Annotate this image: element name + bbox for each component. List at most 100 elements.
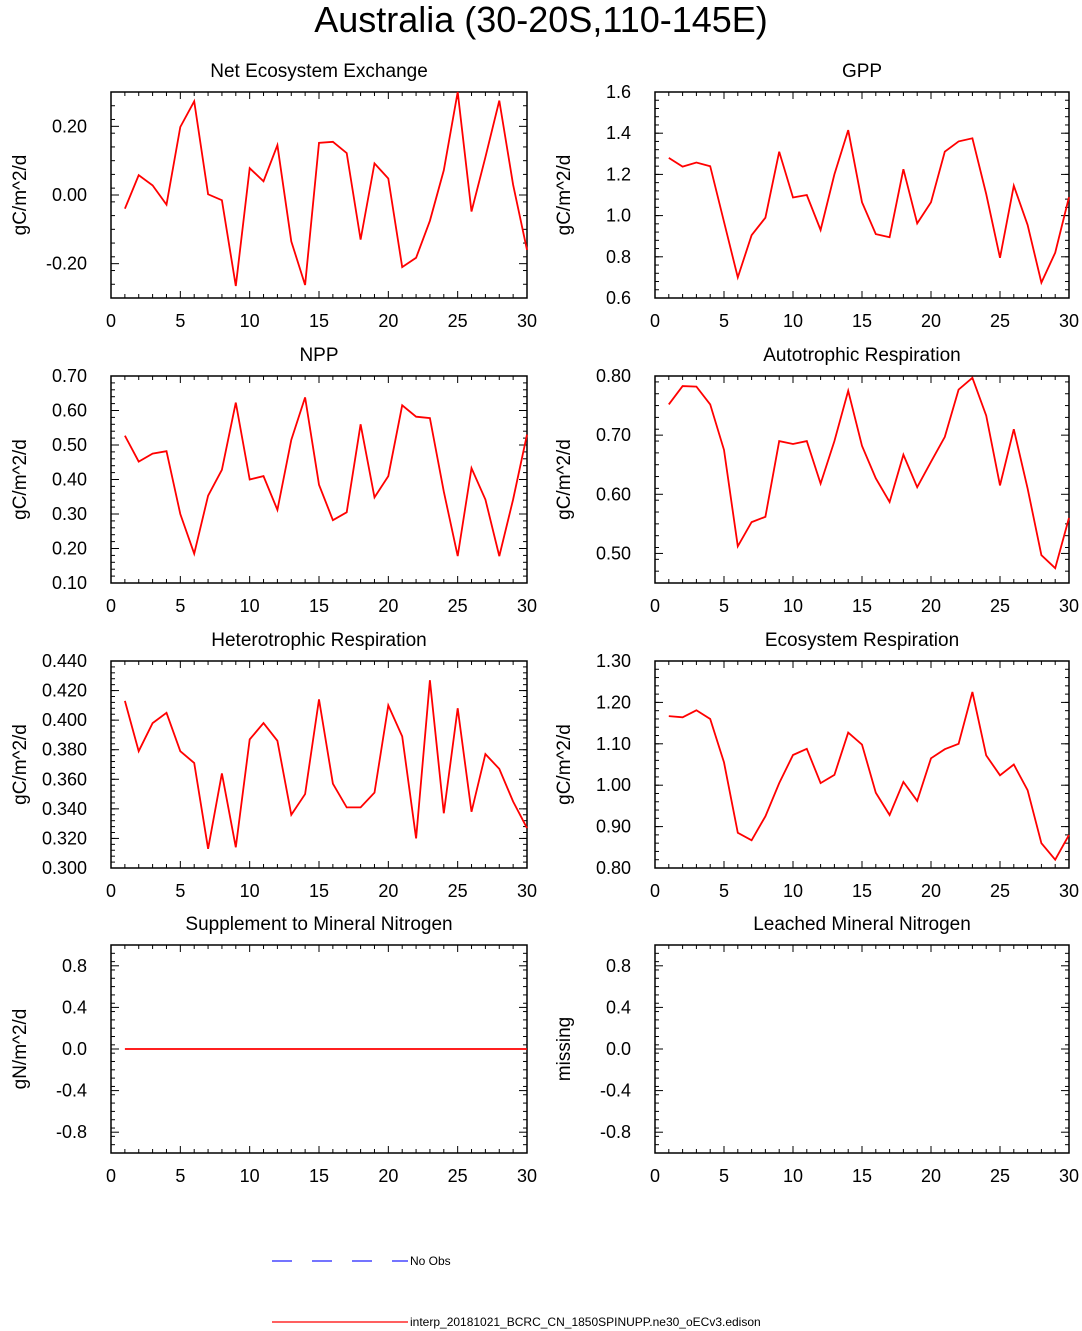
panel-title: Autotrophic Respiration <box>763 345 961 366</box>
x-tick-label: 30 <box>1059 596 1079 616</box>
y-axis-label: gC/m^2/d <box>554 155 575 236</box>
y-axis-label: gC/m^2/d <box>10 155 31 236</box>
x-tick-label: 25 <box>448 311 468 331</box>
x-tick-label: 25 <box>990 1166 1010 1186</box>
y-tick-label: 0.320 <box>42 828 87 848</box>
y-tick-label: 0.0 <box>62 1039 87 1059</box>
series-line <box>668 691 1070 862</box>
x-tick-label: 0 <box>650 596 660 616</box>
y-axis-label: gC/m^2/d <box>554 439 575 520</box>
x-tick-label: 15 <box>852 1166 872 1186</box>
x-tick-label: 10 <box>240 881 260 901</box>
y-tick-label: -0.20 <box>46 254 87 274</box>
x-tick-label: 30 <box>517 596 537 616</box>
y-tick-label: 0.20 <box>52 116 87 136</box>
y-tick-label: 0.50 <box>52 435 87 455</box>
series-line <box>124 91 528 287</box>
plot-frame <box>654 375 1070 584</box>
figure-title: Australia (30-20S,110-145E) <box>314 0 768 40</box>
x-tick-label: 10 <box>783 311 803 331</box>
panel-title: Supplement to Mineral Nitrogen <box>185 914 452 935</box>
y-tick-label: 0.60 <box>52 401 87 421</box>
x-tick-label: 20 <box>921 596 941 616</box>
y-tick-label: 1.10 <box>596 734 631 754</box>
y-tick-label: 0.400 <box>42 710 87 730</box>
x-tick-label: 20 <box>921 1166 941 1186</box>
x-tick-label: 10 <box>240 311 260 331</box>
y-axis-label: gN/m^2/d <box>10 1009 31 1090</box>
y-tick-label: 0.40 <box>52 470 87 490</box>
panel-title: GPP <box>842 61 882 82</box>
y-tick-label: 1.00 <box>596 775 631 795</box>
y-tick-label: 0.360 <box>42 769 87 789</box>
series-line <box>124 680 528 849</box>
y-axis-label: gC/m^2/d <box>10 439 31 520</box>
x-tick-label: 15 <box>309 881 329 901</box>
y-tick-label: 0.30 <box>52 504 87 524</box>
x-tick-label: 10 <box>240 596 260 616</box>
panel-1: Net Ecosystem Exchange gC/m^2/d 0 5 10 15 20 25… <box>10 61 537 331</box>
plot-frame <box>110 91 528 299</box>
y-tick-label: 0.4 <box>62 997 87 1017</box>
y-tick-label: 0.8 <box>606 956 631 976</box>
y-tick-label: 1.20 <box>596 692 631 712</box>
y-tick-label: 1.0 <box>606 206 631 226</box>
x-tick-label: 5 <box>719 311 729 331</box>
panel-title: NPP <box>299 345 338 366</box>
y-tick-label: 0.70 <box>596 425 631 445</box>
x-tick-label: 20 <box>921 311 941 331</box>
panel-3: NPP gC/m^2/d 0 5 10 15 20 25 30 0.10 0.20 0.30 0.40 0… <box>10 345 537 616</box>
panel-title: Net Ecosystem Exchange <box>210 61 428 82</box>
y-tick-label: 0.4 <box>606 997 631 1017</box>
x-tick-label: 30 <box>1059 881 1079 901</box>
panel-8: Leached Mineral Nitrogen missing 0 5 10 15 20 2… <box>554 914 1079 1186</box>
x-tick-label: 30 <box>517 311 537 331</box>
x-tick-label: 20 <box>921 881 941 901</box>
y-tick-label: -0.4 <box>600 1081 631 1101</box>
y-tick-label: 0.380 <box>42 740 87 760</box>
plot-frame <box>654 660 1070 869</box>
x-tick-label: 30 <box>1059 1166 1079 1186</box>
panel-2: GPP gC/m^2/d 0 5 10 15 20 25 30 0.6 0.8 1.0 1.2 1.4 1.… <box>554 61 1079 331</box>
x-tick-label: 0 <box>106 311 116 331</box>
y-tick-label: 0.80 <box>596 858 631 878</box>
y-tick-label: 1.4 <box>606 123 631 143</box>
y-tick-label: 0.8 <box>62 956 87 976</box>
x-tick-label: 10 <box>240 1166 260 1186</box>
x-tick-label: 20 <box>378 311 398 331</box>
x-tick-label: 5 <box>719 881 729 901</box>
x-tick-label: 30 <box>517 881 537 901</box>
x-tick-label: 25 <box>448 881 468 901</box>
y-tick-label: 0.10 <box>52 573 87 593</box>
x-tick-label: 5 <box>175 1166 185 1186</box>
y-tick-label: 0.300 <box>42 858 87 878</box>
x-tick-label: 0 <box>650 1166 660 1186</box>
x-tick-label: 0 <box>650 881 660 901</box>
y-tick-label: 0.70 <box>52 366 87 386</box>
x-tick-label: 15 <box>309 311 329 331</box>
x-tick-label: 25 <box>990 311 1010 331</box>
x-tick-label: 10 <box>783 881 803 901</box>
x-tick-label: 0 <box>106 1166 116 1186</box>
series-line <box>668 129 1070 286</box>
x-tick-label: 5 <box>175 596 185 616</box>
legend <box>272 1260 408 1323</box>
y-tick-label: 1.6 <box>606 82 631 102</box>
y-tick-label: 0.420 <box>42 681 87 701</box>
x-tick-label: 25 <box>990 881 1010 901</box>
x-tick-label: 30 <box>517 1166 537 1186</box>
x-tick-label: 25 <box>448 596 468 616</box>
series-line <box>668 376 1070 570</box>
panel-title: Heterotrophic Respiration <box>211 630 426 651</box>
x-tick-label: 5 <box>719 596 729 616</box>
y-tick-label: -0.4 <box>56 1081 87 1101</box>
x-tick-label: 15 <box>309 1166 329 1186</box>
x-tick-label: 15 <box>852 596 872 616</box>
legend-label-model: interp_20181021_BCRC_CN_1850SPINUPP.ne30… <box>410 1315 761 1329</box>
y-tick-label: -0.8 <box>600 1122 631 1142</box>
y-tick-label: 0.20 <box>52 539 87 559</box>
x-tick-label: 0 <box>106 596 116 616</box>
x-tick-label: 5 <box>719 1166 729 1186</box>
panel-6: Ecosystem Respiration gC/m^2/d 0 5 10 15 20 25 3… <box>554 630 1079 901</box>
panel-title: Leached Mineral Nitrogen <box>753 914 971 935</box>
